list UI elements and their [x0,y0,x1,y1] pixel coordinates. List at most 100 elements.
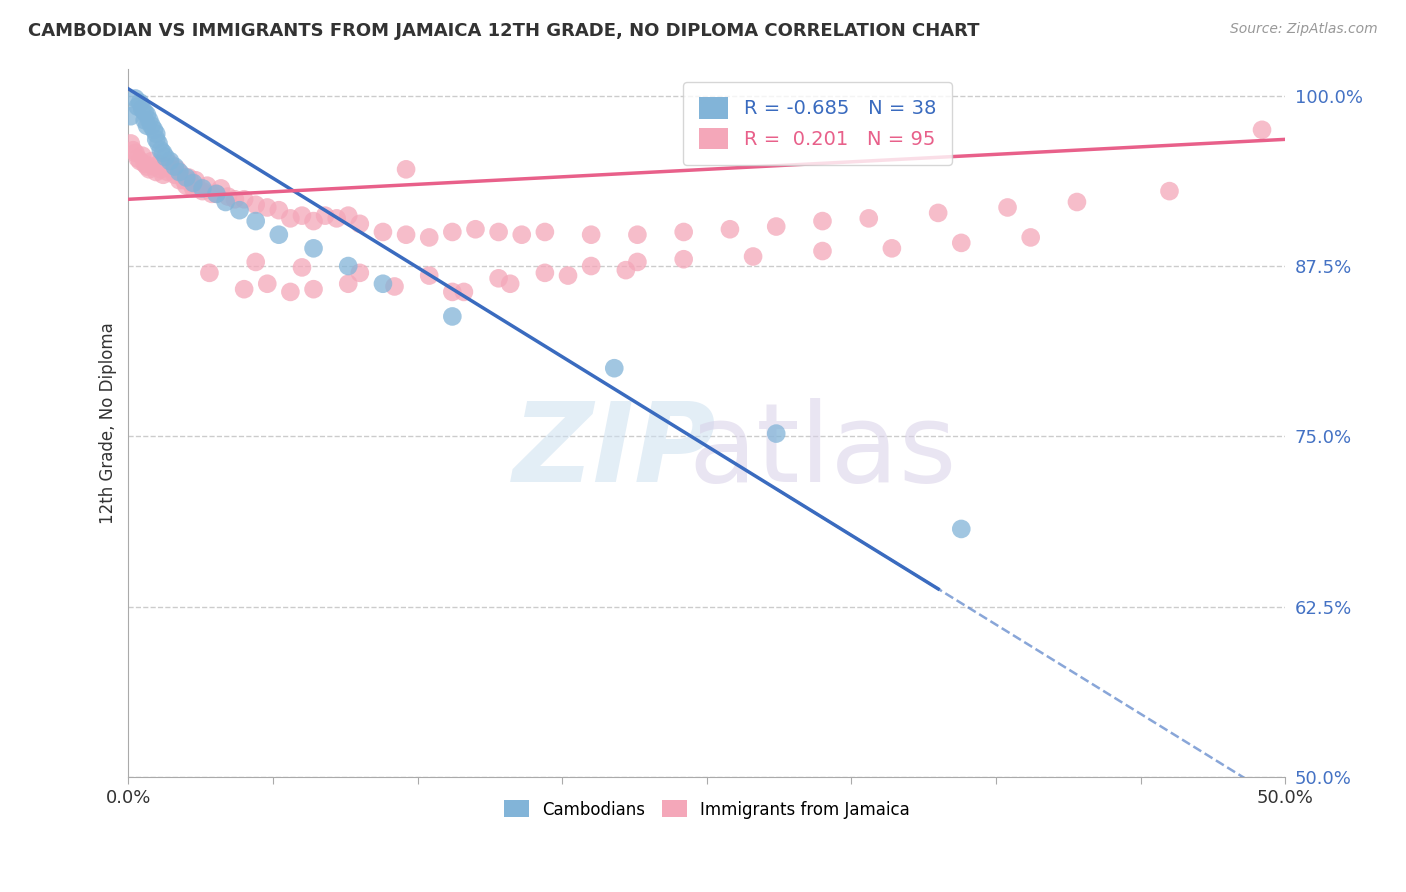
Point [152,168,174,182]
Point [142,160,165,174]
Point [162,162,184,177]
Point [718,222,741,236]
Point [191,184,214,198]
Point [198,266,221,280]
Point [124,91,146,105]
Point [120,109,142,123]
Point [228,203,250,218]
Point [148,157,170,171]
Point [245,198,267,212]
Point [163,168,186,182]
Point [177,170,200,185]
Point [149,162,172,177]
Point [291,209,314,223]
Point [173,173,195,187]
Point [579,227,602,242]
Point [134,157,156,171]
Point [145,165,167,179]
Point [181,176,204,190]
Point [159,154,181,169]
Point [742,250,765,264]
Point [371,277,394,291]
Point [672,252,695,267]
Point [224,192,246,206]
Point [325,211,347,226]
Point [302,241,325,255]
Point [184,173,207,187]
Point [145,132,167,146]
Point [209,181,232,195]
Point [169,173,191,187]
Point [858,211,880,226]
Point [120,136,142,151]
Point [337,277,360,291]
Point [1251,123,1274,137]
Point [614,263,637,277]
Point [138,162,160,177]
Point [170,168,193,182]
Point [245,214,267,228]
Point [441,225,464,239]
Point [233,282,256,296]
Point [169,165,191,179]
Point [148,136,170,151]
Point [129,154,152,169]
Point [950,235,973,250]
Point [626,227,648,242]
Point [880,241,903,255]
Point [127,100,149,114]
Point [927,206,949,220]
Point [950,522,973,536]
Point [765,426,787,441]
Point [159,157,181,171]
Point [205,186,228,201]
Point [131,149,153,163]
Point [149,143,172,157]
Text: CAMBODIAN VS IMMIGRANTS FROM JAMAICA 12TH GRADE, NO DIPLOMA CORRELATION CHART: CAMBODIAN VS IMMIGRANTS FROM JAMAICA 12T… [28,22,980,40]
Point [1019,230,1042,244]
Point [176,178,198,193]
Point [181,181,204,195]
Point [371,225,394,239]
Point [136,160,159,174]
Point [337,209,360,223]
Point [1159,184,1181,198]
Point [418,230,440,244]
Text: atlas: atlas [688,398,956,505]
Point [534,266,557,280]
Point [155,150,177,164]
Point [765,219,787,234]
Point [217,189,239,203]
Point [245,255,267,269]
Point [176,170,198,185]
Point [205,186,228,201]
Point [141,154,163,169]
Point [136,108,159,122]
Point [337,259,360,273]
Point [267,227,290,242]
Point [349,266,371,280]
Point [464,222,486,236]
Point [155,160,177,174]
Point [672,225,695,239]
Point [280,211,302,226]
Point [256,201,278,215]
Text: Source: ZipAtlas.com: Source: ZipAtlas.com [1230,22,1378,37]
Point [267,203,290,218]
Point [811,244,834,258]
Point [510,227,533,242]
Point [195,178,218,193]
Point [191,181,214,195]
Point [453,285,475,299]
Point [214,194,236,209]
Point [384,279,406,293]
Point [314,209,336,223]
Point [142,123,165,137]
Point [499,277,522,291]
Point [166,162,188,177]
Point [131,103,153,117]
Point [256,277,278,291]
Point [291,260,314,275]
Point [626,255,648,269]
Point [127,152,149,166]
